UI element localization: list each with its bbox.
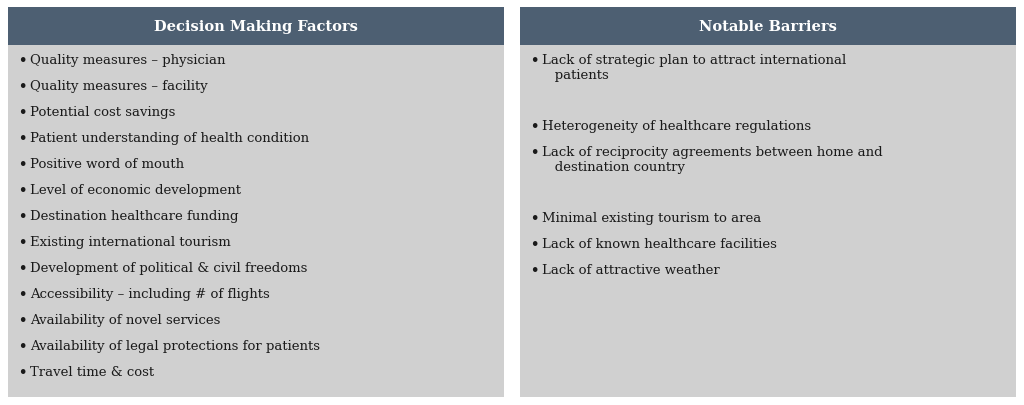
Text: Quality measures – facility: Quality measures – facility bbox=[30, 80, 208, 93]
Text: •: • bbox=[18, 132, 27, 145]
Text: Patient understanding of health condition: Patient understanding of health conditio… bbox=[30, 132, 309, 145]
FancyBboxPatch shape bbox=[8, 8, 504, 46]
Text: •: • bbox=[18, 80, 27, 93]
Text: Accessibility – including # of flights: Accessibility – including # of flights bbox=[30, 287, 269, 300]
Text: •: • bbox=[18, 287, 27, 300]
Text: •: • bbox=[18, 158, 27, 171]
Text: •: • bbox=[530, 54, 539, 67]
Text: •: • bbox=[530, 211, 539, 224]
Text: Destination healthcare funding: Destination healthcare funding bbox=[30, 209, 239, 222]
Text: •: • bbox=[18, 54, 27, 67]
Text: •: • bbox=[530, 237, 539, 250]
Text: •: • bbox=[18, 183, 27, 196]
Text: •: • bbox=[18, 339, 27, 352]
Text: •: • bbox=[530, 146, 539, 159]
Text: •: • bbox=[18, 261, 27, 274]
Text: •: • bbox=[18, 313, 27, 326]
Text: Existing international tourism: Existing international tourism bbox=[30, 235, 230, 248]
Text: Availability of novel services: Availability of novel services bbox=[30, 313, 220, 326]
Text: Lack of strategic plan to attract international
   patients: Lack of strategic plan to attract intern… bbox=[542, 54, 846, 82]
FancyBboxPatch shape bbox=[520, 8, 1016, 46]
Text: •: • bbox=[530, 120, 539, 133]
Text: Positive word of mouth: Positive word of mouth bbox=[30, 158, 184, 171]
Text: Minimal existing tourism to area: Minimal existing tourism to area bbox=[542, 211, 761, 224]
Text: Notable Barriers: Notable Barriers bbox=[699, 20, 837, 34]
Text: Development of political & civil freedoms: Development of political & civil freedom… bbox=[30, 261, 307, 274]
Text: •: • bbox=[18, 235, 27, 248]
Text: •: • bbox=[18, 209, 27, 222]
Text: Lack of known healthcare facilities: Lack of known healthcare facilities bbox=[542, 237, 777, 250]
Text: Heterogeneity of healthcare regulations: Heterogeneity of healthcare regulations bbox=[542, 120, 811, 133]
Text: Lack of attractive weather: Lack of attractive weather bbox=[542, 263, 720, 276]
FancyBboxPatch shape bbox=[520, 8, 1016, 397]
Text: Decision Making Factors: Decision Making Factors bbox=[154, 20, 358, 34]
Text: Lack of reciprocity agreements between home and
   destination country: Lack of reciprocity agreements between h… bbox=[542, 146, 883, 174]
Text: Travel time & cost: Travel time & cost bbox=[30, 365, 155, 378]
Text: Availability of legal protections for patients: Availability of legal protections for pa… bbox=[30, 339, 319, 352]
Text: Level of economic development: Level of economic development bbox=[30, 183, 241, 196]
Text: •: • bbox=[530, 263, 539, 276]
Text: •: • bbox=[18, 106, 27, 119]
Text: Quality measures – physician: Quality measures – physician bbox=[30, 54, 225, 67]
Text: Potential cost savings: Potential cost savings bbox=[30, 106, 175, 119]
Text: •: • bbox=[18, 365, 27, 378]
FancyBboxPatch shape bbox=[8, 8, 504, 397]
